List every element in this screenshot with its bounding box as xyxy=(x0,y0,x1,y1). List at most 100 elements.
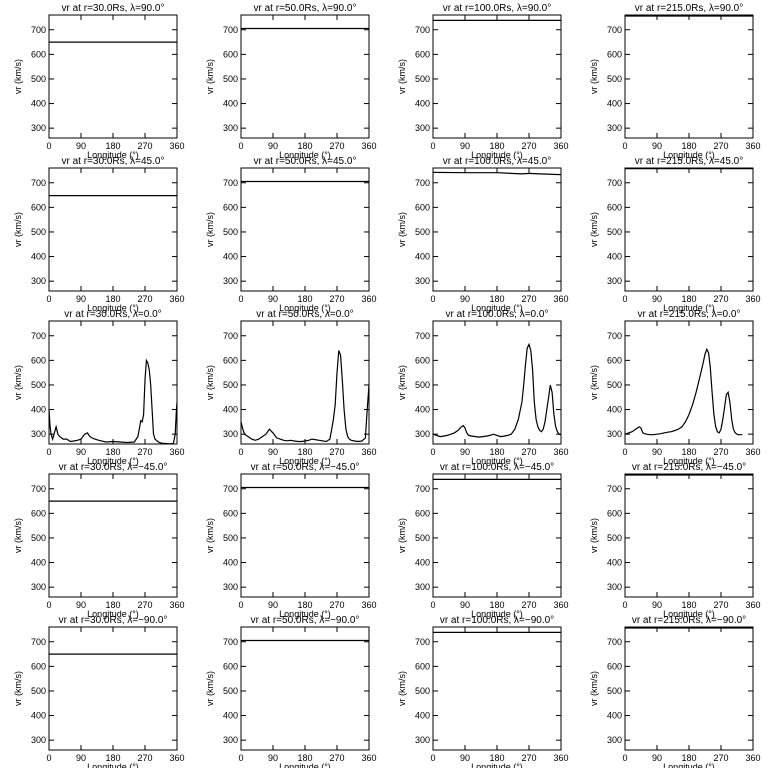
x-tick-label: 90 xyxy=(268,600,278,610)
chart-panel: vr at r=100.0Rs, λ=−45.0° 0 90 180 270 360 300… xyxy=(397,462,569,619)
y-tick-label: 400 xyxy=(223,558,238,568)
y-tick-label: 700 xyxy=(223,331,238,341)
chart-panel: vr at r=50.0Rs, λ=−45.0° 0 90 180 270 360 300 4… xyxy=(205,462,377,619)
chart-title: vr at r=50.0Rs, λ=−45.0° xyxy=(251,462,360,473)
y-tick-label: 700 xyxy=(31,331,46,341)
x-tick-label: 270 xyxy=(713,141,728,151)
x-tick-label: 180 xyxy=(297,447,312,457)
chart-title: vr at r=100.0Rs, λ=0.0° xyxy=(446,309,549,320)
x-tick-label: 270 xyxy=(137,141,152,151)
y-tick-label: 700 xyxy=(31,178,46,188)
x-tick-label: 90 xyxy=(652,600,662,610)
x-axis-label: Longitude (°) xyxy=(279,609,331,619)
y-axis-label: vr (km/s) xyxy=(397,671,407,706)
x-tick-label: 90 xyxy=(460,141,470,151)
y-tick-label: 600 xyxy=(223,508,238,518)
plot-frame xyxy=(624,626,754,751)
chart-title: vr at r=30.0Rs, λ=−90.0° xyxy=(59,615,168,626)
series-line xyxy=(240,350,370,443)
x-tick-label: 270 xyxy=(137,294,152,304)
y-axis-label: vr (km/s) xyxy=(205,212,215,247)
y-tick-label: 600 xyxy=(415,355,430,365)
x-tick-label: 0 xyxy=(622,294,627,304)
x-tick-label: 360 xyxy=(361,753,376,763)
x-tick-label: 270 xyxy=(521,294,536,304)
x-tick-label: 0 xyxy=(46,753,51,763)
y-tick-label: 400 xyxy=(223,405,238,415)
x-tick-label: 180 xyxy=(681,753,696,763)
plot-frame xyxy=(240,473,370,598)
y-tick-label: 500 xyxy=(31,380,46,390)
plot-frame xyxy=(48,167,178,292)
x-tick-label: 90 xyxy=(460,753,470,763)
x-tick-label: 270 xyxy=(521,600,536,610)
x-tick-label: 180 xyxy=(489,753,504,763)
x-tick-label: 360 xyxy=(361,600,376,610)
y-tick-label: 600 xyxy=(223,661,238,671)
chart-panel: vr at r=215.0Rs, λ=−90.0° 0 90 180 270 360 300… xyxy=(589,615,761,768)
plot-frame xyxy=(48,473,178,598)
chart-title: vr at r=50.0Rs, λ=−90.0° xyxy=(251,615,360,626)
y-tick-label: 700 xyxy=(223,484,238,494)
chart-panel: vr at r=100.0Rs, λ=45.0° 0 90 180 270 360 300 4… xyxy=(397,156,569,313)
y-tick-label: 300 xyxy=(607,429,622,439)
y-tick-label: 600 xyxy=(31,49,46,59)
x-tick-label: 90 xyxy=(268,447,278,457)
y-tick-label: 700 xyxy=(607,637,622,647)
x-tick-label: 180 xyxy=(489,447,504,457)
y-tick-label: 300 xyxy=(31,123,46,133)
y-axis-label: vr (km/s) xyxy=(589,59,599,94)
plot-frame xyxy=(624,14,754,139)
y-axis-label: vr (km/s) xyxy=(13,212,23,247)
y-tick-label: 600 xyxy=(415,508,430,518)
y-tick-label: 600 xyxy=(607,661,622,671)
chart-panel: vr at r=50.0Rs, λ=45.0° 0 90 180 270 360 300 40… xyxy=(205,156,377,313)
x-tick-label: 360 xyxy=(745,600,760,610)
x-axis-label: Longitude (°) xyxy=(279,456,331,466)
y-tick-label: 400 xyxy=(223,252,238,262)
plot-frame xyxy=(432,626,562,751)
y-tick-label: 500 xyxy=(607,74,622,84)
chart-title: vr at r=215.0Rs, λ=−45.0° xyxy=(632,462,746,473)
y-axis-label: vr (km/s) xyxy=(589,212,599,247)
x-tick-label: 0 xyxy=(46,447,51,457)
y-tick-label: 300 xyxy=(415,276,430,286)
chart-panel: vr at r=30.0Rs, λ=−45.0° 0 90 180 270 360 300 4… xyxy=(13,462,185,619)
y-tick-label: 500 xyxy=(415,74,430,84)
x-axis-label: Longitude (°) xyxy=(663,762,715,768)
x-axis-label: Longitude (°) xyxy=(471,609,523,619)
x-tick-label: 90 xyxy=(76,447,86,457)
x-tick-label: 270 xyxy=(521,753,536,763)
chart-panel: vr at r=50.0Rs, λ=90.0° 0 90 180 270 360 300 40… xyxy=(205,3,377,160)
y-tick-label: 500 xyxy=(31,533,46,543)
y-tick-label: 500 xyxy=(415,227,430,237)
y-tick-label: 400 xyxy=(31,405,46,415)
y-tick-label: 400 xyxy=(607,252,622,262)
chart-title: vr at r=215.0Rs, λ=−90.0° xyxy=(632,615,746,626)
x-tick-label: 360 xyxy=(553,753,568,763)
x-tick-label: 360 xyxy=(745,294,760,304)
x-tick-label: 0 xyxy=(430,294,435,304)
plot-frame xyxy=(240,14,370,139)
x-tick-label: 270 xyxy=(329,753,344,763)
y-tick-label: 700 xyxy=(607,484,622,494)
x-tick-label: 270 xyxy=(329,141,344,151)
y-tick-label: 500 xyxy=(223,686,238,696)
y-tick-label: 500 xyxy=(607,227,622,237)
chart-title: vr at r=100.0Rs, λ=−90.0° xyxy=(440,615,554,626)
x-tick-label: 180 xyxy=(105,294,120,304)
y-tick-label: 400 xyxy=(607,558,622,568)
y-tick-label: 300 xyxy=(31,582,46,592)
y-tick-label: 400 xyxy=(31,99,46,109)
x-tick-label: 360 xyxy=(169,600,184,610)
x-tick-label: 180 xyxy=(297,753,312,763)
x-axis-label: Longitude (°) xyxy=(87,609,139,619)
y-tick-label: 400 xyxy=(607,405,622,415)
chart-panel: vr at r=30.0Rs, λ=−90.0° 0 90 180 270 360 300 4… xyxy=(13,615,185,768)
x-tick-label: 360 xyxy=(745,447,760,457)
y-tick-label: 500 xyxy=(223,74,238,84)
y-tick-label: 300 xyxy=(31,735,46,745)
x-axis-label: Longitude (°) xyxy=(663,150,715,160)
x-tick-label: 90 xyxy=(460,294,470,304)
series-line xyxy=(432,171,562,176)
